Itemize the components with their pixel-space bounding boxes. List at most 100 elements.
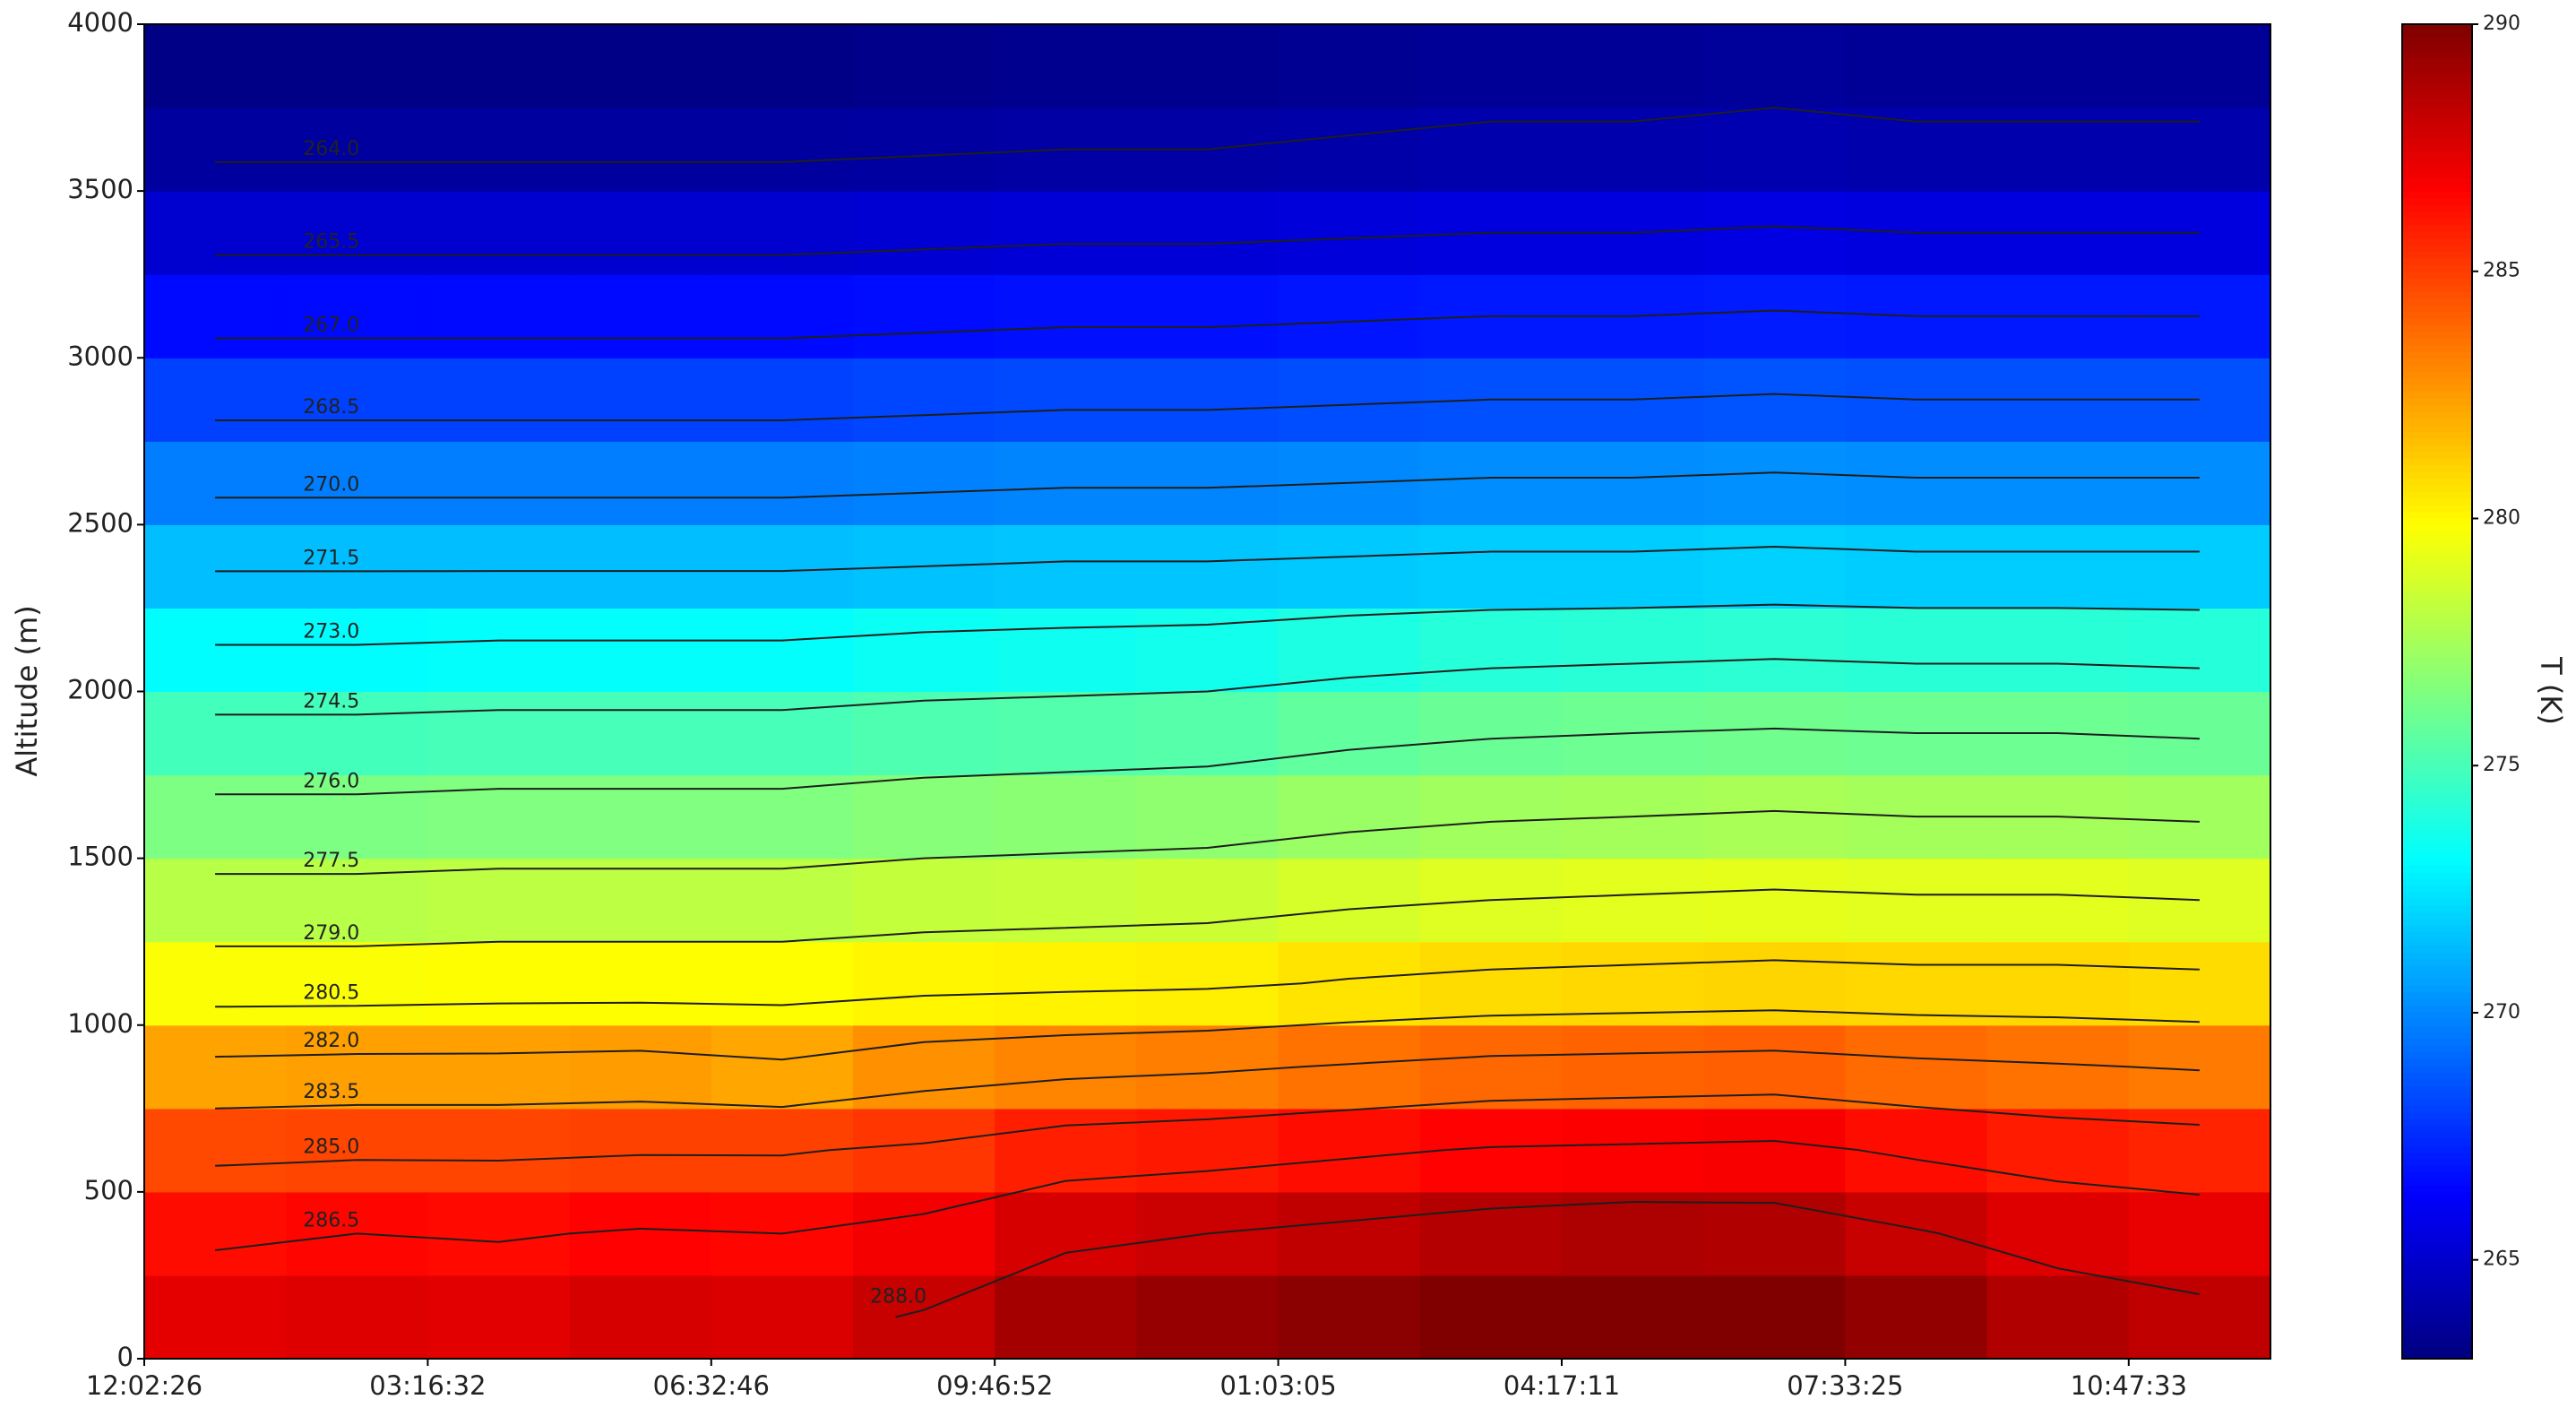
- heatmap-cell: [1136, 1274, 1279, 1360]
- colorbar-swatch: [2402, 798, 2472, 806]
- heatmap-cell: [1419, 691, 1563, 776]
- contour-label: 270.0: [303, 473, 359, 496]
- colorbar-swatch: [2402, 685, 2472, 693]
- heatmap-cell: [853, 274, 995, 358]
- colorbar-swatch: [2402, 217, 2472, 226]
- contour-label: 285.0: [303, 1136, 359, 1158]
- colorbar-swatch: [2402, 304, 2472, 312]
- colorbar-swatch: [2402, 211, 2472, 219]
- colorbar-swatch: [2402, 831, 2472, 840]
- colorbar-swatch: [2402, 97, 2472, 106]
- colorbar-swatch: [2402, 1205, 2472, 1214]
- heatmap-cell: [1986, 858, 2130, 943]
- heatmap-cell: [711, 274, 854, 358]
- heatmap-cell: [995, 524, 1137, 609]
- contour-line: [215, 727, 2200, 796]
- heatmap-cell: [1703, 608, 1846, 693]
- heatmap-cell: [1136, 274, 1279, 358]
- heatmap-cell: [1562, 524, 1704, 609]
- heatmap-cell: [286, 608, 428, 693]
- colorbar-swatch: [2402, 1125, 2472, 1133]
- heatmap-cell: [569, 1024, 712, 1110]
- x-tick-label: 12:02:26: [86, 1370, 202, 1401]
- heatmap-cell: [1845, 1108, 1988, 1193]
- heatmap-cell: [569, 691, 712, 776]
- colorbar-swatch: [2402, 991, 2472, 999]
- colorbar-swatch: [2402, 1098, 2472, 1106]
- heatmap-cell: [853, 24, 995, 108]
- colorbar-swatch: [2402, 1071, 2472, 1080]
- colorbar-swatch: [2402, 865, 2472, 873]
- heatmap-cell: [995, 441, 1137, 525]
- colorbar-swatch: [2402, 1311, 2472, 1320]
- colorbar-swatch: [2402, 284, 2472, 292]
- colorbar-swatch: [2402, 117, 2472, 125]
- heatmap-cell: [427, 274, 571, 358]
- colorbar-swatch: [2402, 644, 2472, 652]
- colorbar-swatch: [2402, 1178, 2472, 1187]
- colorbar-swatch: [2402, 311, 2472, 319]
- colorbar-swatch: [2402, 764, 2472, 773]
- heatmap-cell: [995, 1024, 1137, 1110]
- heatmap-cell: [995, 941, 1137, 1026]
- colorbar-swatch: [2402, 745, 2472, 753]
- colorbar-swatch: [2402, 238, 2472, 246]
- colorbar-swatch: [2402, 71, 2472, 79]
- colorbar-swatch: [2402, 891, 2472, 900]
- colorbar-swatch: [2402, 1332, 2472, 1340]
- x-tick-label: 06:32:46: [653, 1370, 770, 1401]
- colorbar-swatch: [2402, 277, 2472, 286]
- colorbar-swatch: [2402, 885, 2472, 893]
- x-tick-label: 07:33:25: [1787, 1370, 1903, 1401]
- colorbar-swatch: [2402, 1218, 2472, 1226]
- heatmap-cell: [1703, 358, 1846, 442]
- colorbar-swatch: [2402, 44, 2472, 52]
- heatmap-cell: [1419, 774, 1563, 859]
- heatmap-cell: [711, 441, 854, 525]
- colorbar-swatch: [2402, 1045, 2472, 1053]
- x-tick-label: 04:17:11: [1503, 1370, 1620, 1401]
- colorbar-swatch: [2402, 911, 2472, 920]
- colorbar-swatch: [2402, 591, 2472, 600]
- contour-line: [215, 1009, 2200, 1061]
- heatmap-cell: [427, 774, 571, 859]
- colorbar-swatch: [2402, 224, 2472, 232]
- heatmap-cell: [569, 358, 712, 442]
- colorbar-swatch: [2402, 671, 2472, 679]
- colorbar-swatch: [2402, 584, 2472, 592]
- heatmap-cell: [1703, 858, 1846, 943]
- colorbar-swatch: [2402, 757, 2472, 766]
- heatmap-cell: [569, 1108, 712, 1193]
- colorbar-swatch: [2402, 958, 2472, 966]
- heatmap-cell: [853, 1274, 995, 1360]
- y-tick-label: 4000: [67, 7, 134, 38]
- contour-line: [215, 809, 2200, 876]
- heatmap-cell: [1986, 524, 2130, 609]
- colorbar-swatch: [2402, 137, 2472, 145]
- contour-label: 273.0: [303, 620, 359, 643]
- heatmap-cell: [1986, 108, 2130, 192]
- colorbar-swatch: [2402, 898, 2472, 906]
- colorbar-swatch: [2402, 144, 2472, 152]
- heatmap-cell: [1845, 441, 1988, 525]
- colorbar-swatch: [2402, 337, 2472, 346]
- colorbar-swatch: [2402, 544, 2472, 552]
- colorbar-tick-label: 280: [2483, 506, 2520, 529]
- heatmap-cell: [1986, 1024, 2130, 1110]
- heatmap-cell: [995, 24, 1137, 108]
- colorbar-swatch: [2402, 177, 2472, 186]
- colorbar-swatch: [2402, 1305, 2472, 1313]
- heatmap-cell: [711, 358, 854, 442]
- heatmap-cell: [1136, 524, 1279, 609]
- heatmap-cell: [711, 691, 854, 776]
- colorbar-swatch: [2402, 505, 2472, 513]
- colorbar-swatch: [2402, 110, 2472, 119]
- heatmap-cell: [286, 1274, 428, 1360]
- colorbar-swatch: [2402, 271, 2472, 279]
- heatmap-cell: [711, 24, 854, 108]
- colorbar-swatch: [2402, 164, 2472, 172]
- colorbar-swatch: [2402, 918, 2472, 926]
- heatmap-cell: [569, 24, 712, 108]
- colorbar-swatch: [2402, 24, 2472, 32]
- heatmap-cell: [2128, 524, 2271, 609]
